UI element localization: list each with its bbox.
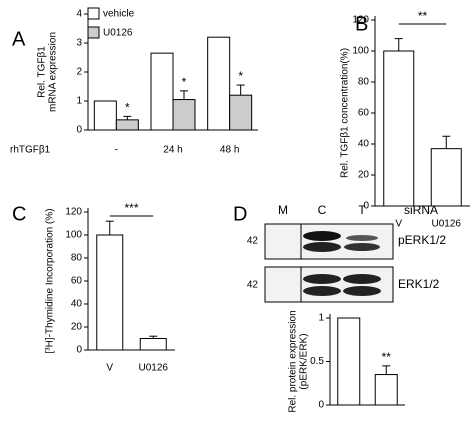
y-tick-label: 60 [358, 108, 370, 119]
y-tick-label: 0 [363, 201, 369, 212]
y-axis-label: Rel. TGFβ1 concentration(%) [340, 48, 351, 178]
y-tick-label: 0 [76, 345, 82, 356]
bar [172, 99, 196, 131]
significance-label: ** [418, 9, 428, 23]
blot-band [303, 274, 341, 284]
legend-label: U0126 [103, 28, 133, 39]
error-bar [123, 115, 132, 120]
panel-label: C [12, 203, 26, 225]
bar [374, 374, 398, 406]
y-tick-label: 0.5 [310, 356, 324, 367]
lane-label: T [358, 203, 366, 217]
x-tick-label: U0126 [432, 219, 462, 230]
x-tick-label: V [395, 219, 402, 230]
y-tick-label: 100 [352, 46, 369, 57]
blot-frame [264, 223, 394, 260]
panel-label: B [355, 13, 368, 35]
y-tick-label: 0 [318, 400, 324, 411]
x-tick-label: - [115, 145, 118, 156]
y-tick-label: 40 [71, 299, 83, 310]
y-tick-label: 120 [352, 15, 369, 26]
error-bar [382, 365, 391, 375]
bar [383, 50, 415, 207]
panel-label: A [12, 28, 26, 50]
blot-band [346, 235, 378, 241]
blot-band [303, 286, 341, 296]
blot-frame [264, 266, 394, 303]
blot-band [343, 274, 381, 284]
mw-marker: 42 [247, 236, 259, 247]
y-tick-label: 120 [65, 207, 82, 218]
significance-label: *** [124, 201, 138, 215]
y-axis-label: (pERK/ERK) [299, 333, 310, 389]
lane-label: M [278, 203, 288, 217]
x-axis-label: rhTGFβ1 [10, 145, 51, 156]
blot-band [303, 242, 341, 252]
blot-band [303, 231, 341, 241]
x-tick-label: U0126 [139, 363, 169, 374]
y-tick-label: 20 [71, 322, 83, 333]
bar [150, 52, 174, 131]
y-tick-label: 40 [358, 139, 370, 150]
y-tick-label: 0 [76, 125, 82, 136]
bar [430, 148, 462, 207]
x-tick-label: 24 h [163, 145, 182, 156]
y-tick-label: 80 [71, 253, 83, 264]
y-tick-label: 3 [76, 38, 82, 49]
y-tick-label: 60 [71, 276, 83, 287]
y-tick-label: 20 [358, 170, 370, 181]
y-axis-label: mRNA expression [48, 32, 59, 112]
annotation: * [182, 75, 187, 89]
x-tick-label: 48 h [220, 145, 239, 156]
error-bar [236, 84, 245, 96]
annotation: * [238, 69, 243, 83]
bar [229, 94, 253, 131]
bar [93, 100, 117, 131]
annotation: ** [382, 350, 392, 364]
blot-band [344, 243, 380, 251]
bar [207, 36, 231, 131]
annotation: * [125, 101, 130, 115]
y-tick-label: 100 [65, 230, 82, 241]
y-tick-label: 1 [76, 96, 82, 107]
error-bar [149, 335, 158, 339]
legend-swatch [87, 26, 100, 39]
legend-label: vehicle [103, 9, 135, 20]
error-bar [394, 38, 403, 51]
bar [96, 234, 124, 351]
western-blot: M C T siRNA 42 42 pERK1/2 ERK1/2 [247, 203, 446, 303]
blot-row-label: ERK1/2 [398, 277, 440, 291]
x-tick-label: V [106, 363, 113, 374]
y-tick-label: 1 [318, 313, 324, 324]
lane-label: C [318, 203, 327, 217]
blot-row-label: pERK1/2 [398, 233, 446, 247]
bar [139, 338, 167, 351]
y-axis-label: Rel. protein expression [288, 310, 299, 412]
blot-header: siRNA [404, 203, 438, 217]
y-axis-label: Rel. TGFβ1 [37, 46, 48, 98]
mw-marker: 42 [247, 280, 259, 291]
y-tick-label: 4 [76, 9, 82, 20]
y-axis-label: [³H]-Thymidine Incorporation (%) [45, 208, 56, 353]
legend-swatch [87, 7, 100, 20]
error-bar [105, 220, 114, 235]
panel-label: D [233, 203, 247, 225]
bar [115, 119, 139, 131]
y-tick-label: 2 [76, 67, 82, 78]
error-bar [180, 90, 188, 100]
y-tick-label: 80 [358, 77, 370, 88]
error-bar [442, 135, 451, 149]
blot-band [343, 286, 381, 296]
bar [337, 317, 361, 406]
